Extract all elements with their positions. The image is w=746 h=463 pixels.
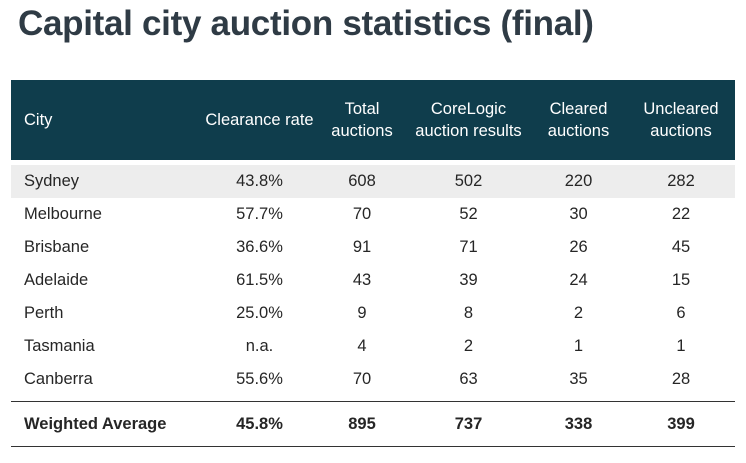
cell-total-auctions: 4 xyxy=(357,337,367,355)
footer-uncleared: 399 xyxy=(627,401,735,447)
cell-total-auctions: 70 xyxy=(352,205,372,223)
table-header-row: City Clearance rate Total auctions CoreL… xyxy=(11,80,735,160)
cell-clearance-rate: n.a. xyxy=(245,337,274,355)
cell-clearance-rate: 55.6% xyxy=(236,370,283,388)
header-cleared-auctions: Cleared auctions xyxy=(530,80,627,160)
cell-cleared: 220 xyxy=(530,165,627,198)
table-row: Adelaide 61.5% 43 39 24 15 xyxy=(11,264,735,297)
cell-clearance-rate: 57.7% xyxy=(236,205,283,223)
cell-cleared: 30 xyxy=(569,205,588,223)
cell-corelogic-results: 63 xyxy=(459,370,478,388)
page-title: Capital city auction statistics (final) xyxy=(18,4,594,43)
footer-cleared: 338 xyxy=(530,401,627,447)
cell-uncleared: 45 xyxy=(671,238,691,256)
cell-cleared: 26 xyxy=(569,238,588,256)
table-row: Canberra 55.6% 70 63 35 28 xyxy=(11,363,735,396)
cell-cleared: 2 xyxy=(573,304,584,322)
cell-uncleared: 1 xyxy=(676,337,686,355)
footer-total-auctions: 895 xyxy=(317,401,407,447)
cell-city: Melbourne xyxy=(24,205,102,223)
cell-corelogic-results: 52 xyxy=(459,205,478,223)
cell-total-auctions: 43 xyxy=(352,271,372,289)
cell-clearance-rate: 25.0% xyxy=(236,304,283,322)
cell-corelogic-results: 2 xyxy=(463,337,474,355)
cell-cleared: 24 xyxy=(569,271,588,289)
footer-clearance-rate: 45.8% xyxy=(202,401,317,447)
table-row: Melbourne 57.7% 70 52 30 22 xyxy=(11,198,735,231)
cell-clearance-rate: 43.8% xyxy=(202,165,317,198)
cell-uncleared: 6 xyxy=(676,304,686,322)
footer-corelogic-results: 737 xyxy=(407,401,530,447)
table-row: Sydney 43.8% 608 502 220 282 xyxy=(11,165,735,198)
cell-cleared: 1 xyxy=(573,337,584,355)
cell-city: Sydney xyxy=(11,165,202,198)
header-uncleared-auctions: Uncleared auctions xyxy=(627,80,735,160)
cell-uncleared: 282 xyxy=(627,165,735,198)
cell-total-auctions: 9 xyxy=(357,304,367,322)
cell-total-auctions: 91 xyxy=(352,238,372,256)
auction-statistics-table: City Clearance rate Total auctions CoreL… xyxy=(11,80,735,447)
cell-city: Brisbane xyxy=(24,238,90,256)
table-row: Tasmania n.a. 4 2 1 1 xyxy=(11,330,735,363)
cell-uncleared: 28 xyxy=(671,370,691,388)
table-row: Brisbane 36.6% 91 71 26 45 xyxy=(11,231,735,264)
header-clearance-rate: Clearance rate xyxy=(202,80,317,160)
cell-clearance-rate: 61.5% xyxy=(236,271,283,289)
cell-total-auctions: 70 xyxy=(352,370,372,388)
cell-clearance-rate: 36.6% xyxy=(236,238,283,256)
cell-corelogic-results: 71 xyxy=(459,238,478,256)
footer-label: Weighted Average xyxy=(11,401,202,447)
header-corelogic-results: CoreLogic auction results xyxy=(407,80,530,160)
cell-city: Perth xyxy=(24,304,64,322)
cell-total-auctions: 608 xyxy=(317,165,407,198)
cell-corelogic-results: 8 xyxy=(463,304,474,322)
cell-corelogic-results: 39 xyxy=(459,271,478,289)
cell-corelogic-results: 502 xyxy=(407,165,530,198)
header-total-auctions: Total auctions xyxy=(317,80,407,160)
weighted-average-row: Weighted Average 45.8% 895 737 338 399 xyxy=(11,401,735,447)
cell-cleared: 35 xyxy=(569,370,588,388)
header-city: City xyxy=(11,80,202,160)
cell-city: Tasmania xyxy=(24,337,95,355)
cell-city: Canberra xyxy=(24,370,93,388)
cell-city: Adelaide xyxy=(24,271,89,289)
cell-uncleared: 22 xyxy=(671,205,691,223)
table-row: Perth 25.0% 9 8 2 6 xyxy=(11,297,735,330)
cell-uncleared: 15 xyxy=(671,271,691,289)
